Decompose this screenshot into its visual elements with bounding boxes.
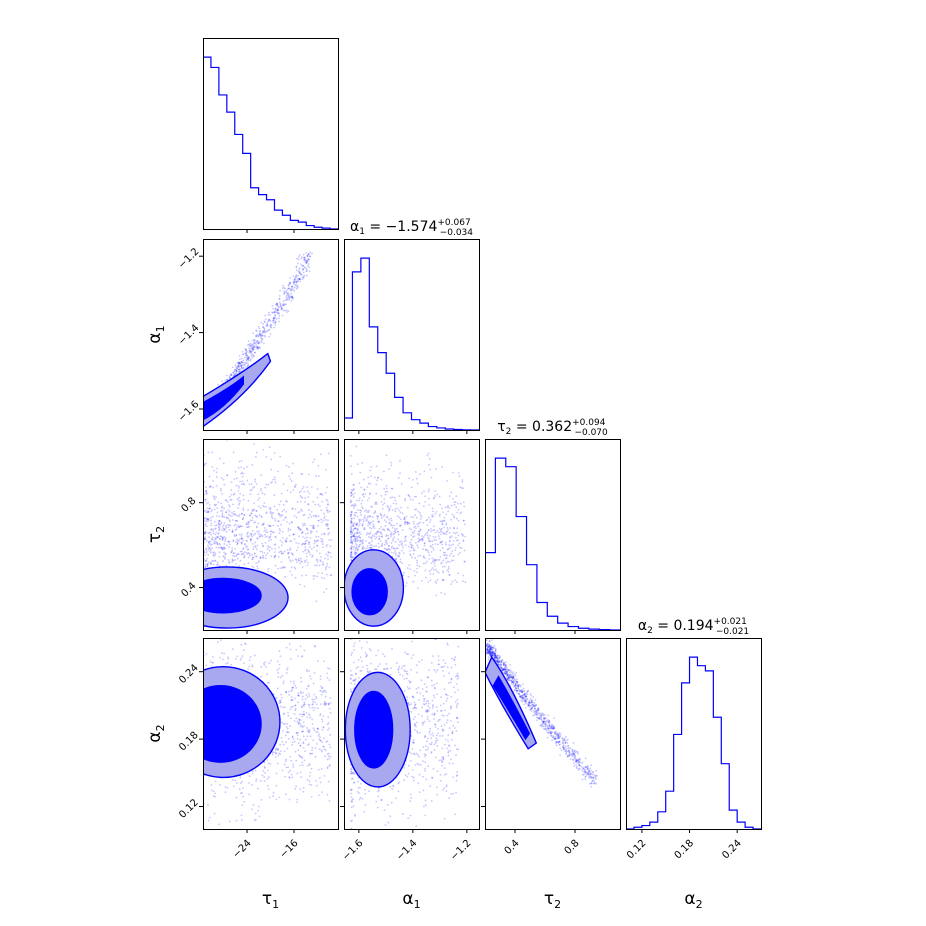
ytick-label-tau2-1: 0.8 [179,496,198,515]
panel-frame-1-0 [203,239,339,431]
contour-tau2-alpha2 [485,655,538,750]
xtick-label-alpha2-2: 0.24 [720,838,744,862]
panel-frame-0-0 [203,38,339,230]
xlabel-alpha1: α1 [402,889,420,911]
contour-inner-alpha1-tau2 [351,568,388,616]
xlabel-alpha2: α2 [684,889,702,911]
title-alpha1: α1 = −1.574+0.067 −0.034 [350,218,473,238]
xlabel-tau2: τ2 [544,889,561,911]
histogram-step-tau2 [485,457,620,630]
xtick-label-tau2-0: 0.4 [503,838,522,857]
ytick-label-alpha1-0: −1.6 [177,399,202,424]
ytick-label-alpha2-2: 0.24 [177,662,201,686]
panel-frame-3-2 [485,638,621,830]
xtick-label-alpha1-0: −1.6 [341,838,366,863]
histogram-step-alpha2 [626,656,761,829]
ylabel-alpha2: α2 [145,724,167,742]
xtick-label-tau1-0: −24 [231,838,254,861]
histogram-tau1 [203,56,338,229]
xtick-label-alpha1-1: −1.4 [395,838,420,863]
panel-frame-2-2 [485,439,621,631]
ytick-label-alpha1-2: −1.2 [177,246,202,271]
xtick-label-tau2-1: 0.8 [563,838,582,857]
ylabel-tau2: τ2 [145,526,167,543]
histogram-tau2 [485,457,620,630]
contour-inner-tau1-tau2 [203,577,262,614]
title-tau2: τ2 = 0.362+0.094 −0.070 [497,418,608,438]
panel-frame-2-0 [203,439,339,631]
panel-frame-3-3 [626,638,762,830]
ytick-label-alpha2-1: 0.18 [177,730,201,754]
title-alpha2: α2 = 0.194+0.021 −0.021 [638,617,749,637]
ytick-label-alpha1-1: −1.4 [177,323,202,348]
xlabel-tau1: τ1 [262,889,279,911]
contour-inner-alpha1-alpha2 [354,690,394,769]
histogram-step-alpha1 [344,257,479,430]
panel-frame-3-0 [203,638,339,830]
scatter-alpha2-vs-tau2 [485,639,598,788]
xtick-label-tau1-1: −16 [278,838,301,861]
panel-frame-3-1 [344,638,480,830]
contour-tau1-alpha1 [203,352,272,428]
ytick-label-alpha2-0: 0.12 [177,797,201,821]
histogram-alpha2 [626,656,761,829]
xtick-label-alpha2-0: 0.12 [625,838,649,862]
xtick-label-alpha1-2: −1.2 [449,838,474,863]
ytick-label-tau2-0: 0.4 [179,581,198,600]
histogram-step-tau1 [203,56,338,229]
histogram-alpha1 [344,257,479,430]
contour-inner-tau1-alpha2 [203,685,262,763]
panel-frame-1-1 [344,239,480,431]
ylabel-alpha1: α1 [145,325,167,343]
xtick-label-alpha2-1: 0.18 [673,838,697,862]
panel-frame-2-1 [344,439,480,631]
